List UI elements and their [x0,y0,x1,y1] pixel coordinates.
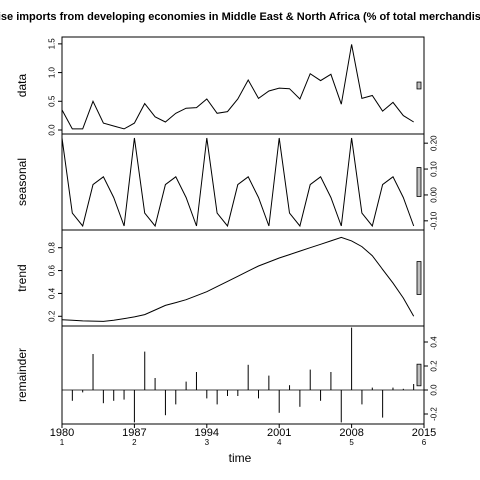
y-tick-label-remainder: 0.0 [430,384,439,396]
scale-bar-remainder [416,363,422,387]
panels-group: 0.0 0.5 1.0 1.5 data -0.10 0.00 0.10 0.20 seasona… [15,36,439,425]
panel-seasonal: -0.10 0.00 0.10 0.20 seasonal [15,133,439,231]
panel-trend: 0.2 0.4 0.6 0.8 trend [15,229,425,327]
x-tick-sublabel: 5 [349,438,354,447]
y-tick-label-remainder: -0.2 [430,407,439,421]
y-tick-label-data: 0.0 [48,124,57,136]
y-axis-title-data: data [15,73,29,97]
y-tick-label-seasonal: 0.00 [430,187,439,203]
scale-bar-seasonal [416,167,422,197]
y-tick-label-data: 1.0 [48,66,57,78]
y-tick-label-data: 0.5 [48,95,57,107]
x-tick-label: 2001 [267,427,291,439]
x-tick-label: 2015 [412,427,436,439]
y-tick-label-seasonal: 0.10 [430,161,439,177]
x-tick-sublabel: 4 [277,438,282,447]
y-axis-title-remainder: remainder [15,348,29,402]
series-line-seasonal [61,137,415,228]
x-tick-label: 1994 [195,427,219,439]
y-tick-label-trend: 0.2 [48,310,57,322]
x-tick-sublabel: 6 [422,438,427,447]
y-tick-label-remainder: 0.2 [430,360,439,372]
scale-bar-data [416,81,422,90]
x-tick-label: 2008 [339,427,363,439]
x-tick-label: 1980 [50,427,74,439]
series-line-trend [61,236,415,322]
y-tick-label-seasonal: 0.20 [430,135,439,151]
series-line-data [61,44,414,130]
scale-bar-trend [416,261,422,295]
x-tick-sublabel: 1 [60,438,65,447]
y-tick-label-data: 1.5 [48,38,57,50]
x-tick-sublabel: 3 [205,438,210,447]
x-tick-sublabel: 2 [132,438,137,447]
y-axis-title-trend: trend [15,264,29,291]
y-tick-label-trend: 0.4 [48,287,57,299]
y-axis-title-seasonal: seasonal [15,158,29,206]
y-tick-label-remainder: 0.4 [430,336,439,348]
y-tick-label-trend: 0.6 [48,264,57,276]
y-tick-label-trend: 0.8 [48,242,57,254]
chart-title: Merchandise imports from developing econ… [0,11,480,23]
y-tick-label-seasonal: -0.10 [430,211,439,230]
x-axis-title: time [229,451,252,465]
panel-remainder: -0.2 0.0 0.2 0.4 remainder [15,325,439,425]
x-tick-label: 1987 [122,427,146,439]
